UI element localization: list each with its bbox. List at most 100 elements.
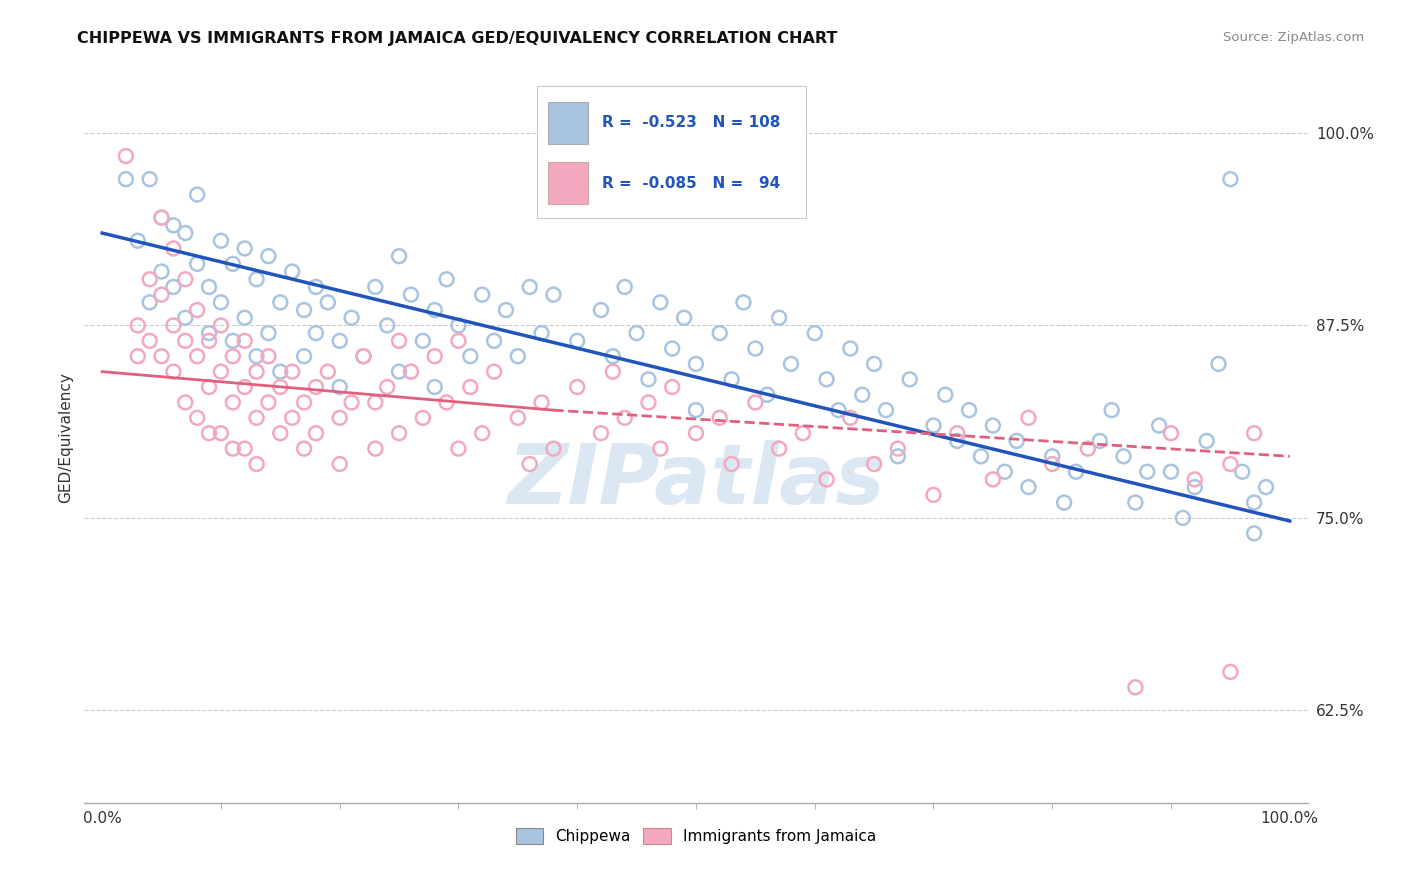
Point (174, 272, 197, 286)
Point (1101, 403, 1123, 417)
Point (233, 334, 256, 348)
Point (364, 395, 387, 409)
Point (1136, 465, 1159, 479)
Point (257, 249, 280, 263)
Point (150, 264, 173, 278)
Point (186, 257, 208, 271)
Point (292, 303, 315, 318)
Point (138, 272, 160, 286)
Point (174, 310, 197, 325)
Point (412, 410, 434, 425)
Point (1219, 665, 1241, 679)
Point (375, 380, 398, 394)
Point (1112, 450, 1135, 464)
Point (150, 211, 173, 225)
Point (209, 426, 232, 441)
Point (1219, 172, 1241, 186)
Text: CHIPPEWA VS IMMIGRANTS FROM JAMAICA GED/EQUIVALENCY CORRELATION CHART: CHIPPEWA VS IMMIGRANTS FROM JAMAICA GED/… (77, 31, 838, 46)
Point (957, 403, 980, 417)
Point (209, 365, 232, 379)
Legend: Chippewa, Immigrants from Jamaica: Chippewa, Immigrants from Jamaica (510, 822, 882, 850)
Point (269, 426, 291, 441)
Point (792, 426, 814, 441)
Point (209, 234, 232, 248)
Point (1018, 480, 1040, 494)
Point (994, 465, 1017, 479)
Point (1184, 472, 1206, 486)
Point (519, 280, 541, 294)
Point (209, 295, 232, 310)
Point (305, 380, 328, 394)
Point (162, 365, 184, 379)
Point (186, 410, 208, 425)
Point (626, 326, 648, 340)
Point (316, 365, 339, 379)
Text: ZIPatlas: ZIPatlas (508, 441, 884, 522)
Point (150, 211, 173, 225)
Point (292, 395, 315, 409)
Point (329, 380, 352, 394)
Point (316, 295, 339, 310)
Point (399, 287, 422, 301)
Point (115, 149, 138, 163)
Point (269, 380, 291, 394)
Point (162, 280, 184, 294)
Point (1040, 450, 1063, 464)
Point (186, 349, 208, 363)
Point (412, 334, 434, 348)
Point (305, 326, 328, 340)
Point (460, 380, 482, 394)
Point (138, 172, 160, 186)
Point (482, 334, 505, 348)
Point (174, 395, 197, 409)
Point (447, 334, 470, 348)
Point (744, 395, 766, 409)
Point (162, 318, 184, 333)
Point (589, 303, 612, 318)
Point (851, 388, 873, 402)
Point (1160, 465, 1182, 479)
Point (1171, 511, 1194, 525)
Point (530, 395, 553, 409)
Point (364, 442, 387, 456)
Point (720, 372, 742, 386)
Point (388, 334, 411, 348)
Point (1053, 495, 1076, 509)
Point (245, 457, 267, 471)
Point (162, 242, 184, 256)
Point (637, 372, 659, 386)
Point (174, 226, 197, 240)
Point (922, 418, 945, 433)
Point (281, 264, 304, 278)
Point (436, 272, 458, 286)
Point (720, 457, 742, 471)
Point (887, 450, 910, 464)
Point (138, 295, 160, 310)
Point (1125, 495, 1147, 509)
Point (269, 365, 291, 379)
Point (388, 426, 411, 441)
Point (222, 334, 245, 348)
Point (138, 334, 160, 348)
Point (506, 410, 529, 425)
Point (709, 410, 731, 425)
Point (530, 326, 553, 340)
Point (209, 318, 232, 333)
Point (1005, 434, 1028, 448)
Point (150, 349, 173, 363)
Point (257, 326, 280, 340)
Point (1040, 457, 1063, 471)
Point (506, 349, 529, 363)
Point (447, 318, 470, 333)
Point (602, 349, 624, 363)
Point (1018, 410, 1040, 425)
Point (447, 442, 470, 456)
Point (423, 380, 446, 394)
Point (305, 280, 328, 294)
Point (981, 472, 1004, 486)
Point (1088, 434, 1111, 448)
Point (756, 388, 779, 402)
Point (127, 349, 149, 363)
Point (292, 349, 315, 363)
Point (946, 426, 969, 441)
